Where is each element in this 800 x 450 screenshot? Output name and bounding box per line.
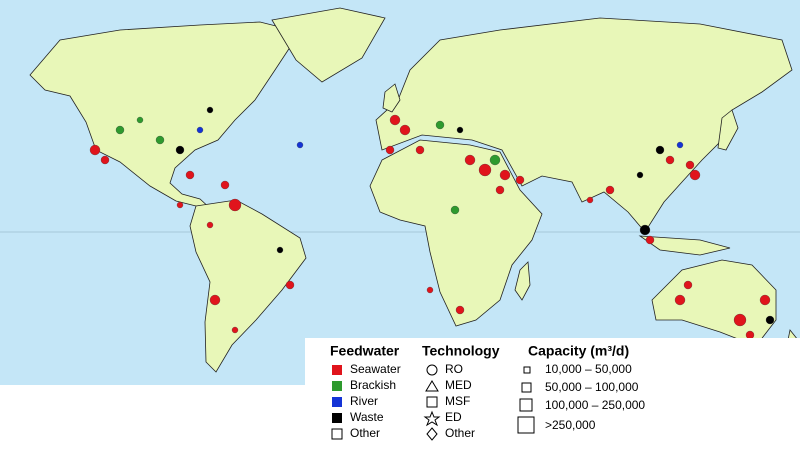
plant-marker — [231, 326, 239, 334]
legend-label: 100,000 – 250,000 — [545, 398, 645, 412]
plant-marker — [136, 116, 144, 124]
plant-marker — [220, 180, 230, 190]
british-isles — [382, 83, 401, 113]
plant-markers — [89, 106, 775, 340]
legend-label: ED — [445, 410, 462, 424]
swatch — [332, 413, 342, 423]
symbol — [426, 427, 438, 441]
plant-marker — [175, 145, 185, 155]
indonesia — [638, 235, 731, 256]
symbol — [517, 416, 535, 434]
swatch — [331, 428, 343, 440]
legend-label: River — [350, 394, 378, 408]
symbol — [519, 398, 533, 412]
swatch — [332, 381, 342, 391]
legend-label: Waste — [350, 410, 384, 424]
plant-marker — [206, 106, 214, 114]
legend-label: Brackish — [350, 378, 396, 392]
symbol — [523, 366, 531, 374]
plant-marker — [389, 114, 401, 126]
plant-marker — [209, 294, 221, 306]
plant-marker — [478, 163, 492, 177]
plant-marker — [228, 198, 242, 212]
legend-title: Capacity (m³/d) — [528, 343, 629, 359]
symbol — [425, 380, 439, 392]
legend: Feedwater Technology Capacity (m³/d) Sea… — [330, 343, 645, 441]
plant-marker — [426, 286, 434, 294]
plant-marker — [435, 120, 445, 130]
eurasia — [375, 17, 793, 233]
plant-marker — [89, 144, 101, 156]
plant-marker — [489, 154, 501, 166]
legend-box — [305, 338, 800, 450]
plant-marker — [683, 280, 693, 290]
plant-marker — [450, 205, 460, 215]
plant-marker — [674, 294, 686, 306]
plant-marker — [276, 246, 284, 254]
plant-marker — [765, 315, 775, 325]
plant-marker — [745, 330, 755, 340]
greenland — [271, 7, 386, 83]
symbol — [426, 364, 438, 376]
plant-marker — [655, 145, 665, 155]
legend-label: RO — [445, 362, 463, 376]
plant-marker — [676, 141, 684, 149]
plant-marker — [464, 154, 476, 166]
plant-marker — [399, 124, 411, 136]
legend-label: >250,000 — [545, 418, 596, 432]
plant-marker — [185, 170, 195, 180]
japan — [717, 109, 739, 151]
legend-label: Seawater — [350, 362, 401, 376]
legend-title: Feedwater — [330, 343, 400, 359]
australia — [651, 259, 777, 347]
plant-marker — [115, 125, 125, 135]
plant-marker — [206, 221, 214, 229]
plant-marker — [495, 185, 505, 195]
plant-marker — [665, 155, 675, 165]
plant-marker — [456, 126, 464, 134]
plant-marker — [586, 196, 594, 204]
swatch — [332, 397, 342, 407]
plant-marker — [605, 185, 615, 195]
madagascar — [514, 261, 531, 301]
symbol — [521, 382, 532, 393]
plant-marker — [455, 305, 465, 315]
plant-marker — [645, 235, 655, 245]
plant-marker — [155, 135, 165, 145]
plant-marker — [415, 145, 425, 155]
symbol — [426, 396, 438, 408]
plant-marker — [759, 294, 771, 306]
symbol — [423, 410, 441, 427]
plant-marker — [176, 201, 184, 209]
legend-label: Other — [350, 426, 380, 440]
legend-label: 50,000 – 100,000 — [545, 380, 639, 394]
plant-marker — [196, 126, 204, 134]
swatch — [332, 365, 342, 375]
legend-label: 10,000 – 50,000 — [545, 362, 632, 376]
legend-title: Technology — [422, 343, 500, 359]
plant-marker — [100, 155, 110, 165]
legend-label: MSF — [445, 394, 470, 408]
plant-marker — [515, 175, 525, 185]
plant-marker — [733, 313, 747, 327]
plant-marker — [296, 141, 304, 149]
plant-marker — [499, 169, 511, 181]
plant-marker — [385, 145, 395, 155]
legend-label: Other — [445, 426, 475, 440]
plant-marker — [685, 160, 695, 170]
legend-label: MED — [445, 378, 472, 392]
south-america — [189, 199, 307, 373]
plant-marker — [285, 280, 295, 290]
plant-marker — [636, 171, 644, 179]
plant-marker — [639, 224, 651, 236]
plant-marker — [689, 169, 701, 181]
